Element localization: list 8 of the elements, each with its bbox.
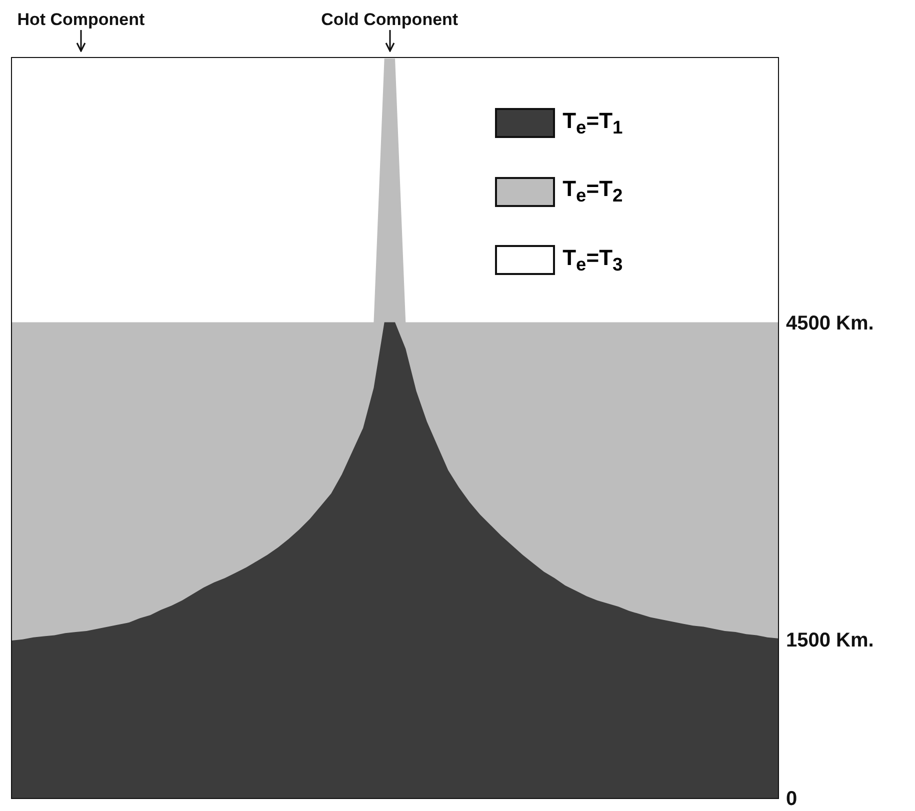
y-tick-label: 4500 Km. [786, 312, 874, 334]
y-tick-label: 1500 Km. [786, 630, 874, 652]
series-label: T$_{e}$=T$_{3}$ [562, 244, 623, 276]
text: Hot Component [16, 10, 146, 30]
text: Cold Component [320, 10, 460, 30]
legend-label: T$_{e}$=T$_{1}$ [562, 108, 623, 138]
legend-label: T$_{e}$=T$_{2}$ [562, 176, 623, 207]
y-tick-label: 0 [786, 788, 798, 810]
